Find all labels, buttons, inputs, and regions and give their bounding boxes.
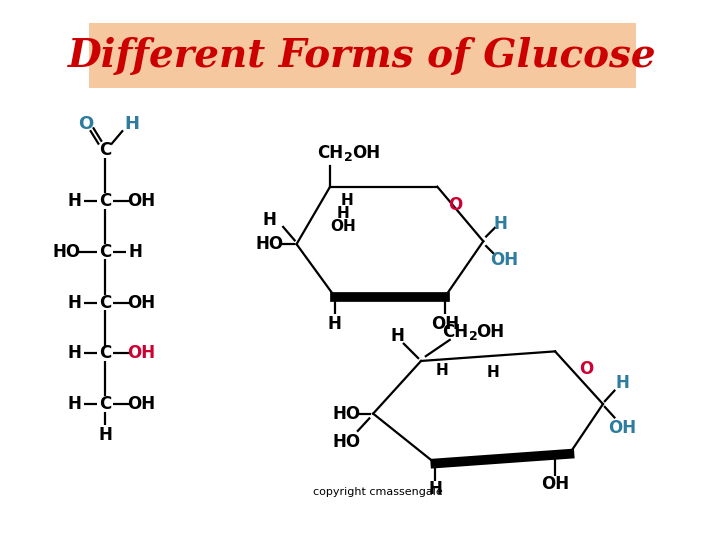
Text: OH: OH [127,192,156,210]
Text: H: H [494,215,508,233]
Text: HO: HO [256,235,284,253]
Text: OH: OH [127,345,156,362]
Text: HO: HO [53,243,81,261]
Text: OH: OH [608,419,636,437]
Text: H: H [615,374,629,392]
Text: copyright cmassengale: copyright cmassengale [313,487,443,497]
Text: C: C [99,395,111,413]
Text: HO: HO [333,433,361,451]
Text: C: C [99,243,111,261]
Text: OH: OH [330,219,356,234]
Text: H: H [390,327,404,345]
Text: C: C [99,192,111,210]
FancyBboxPatch shape [89,23,636,88]
Text: O: O [580,360,594,377]
Text: H: H [68,294,81,312]
Text: H: H [68,395,81,413]
Text: O: O [78,114,94,132]
Text: H: H [68,345,81,362]
Text: H: H [263,211,276,229]
Text: 2: 2 [344,151,354,164]
Text: OH: OH [477,323,505,341]
Text: CH: CH [442,323,468,341]
Text: H: H [328,315,342,333]
Text: H: H [129,243,143,261]
Text: HO: HO [333,404,361,423]
Text: OH: OH [431,315,459,333]
Text: C: C [99,141,111,159]
Text: C: C [99,345,111,362]
Text: H: H [341,193,354,207]
Text: H: H [428,480,442,498]
Text: H: H [125,114,140,132]
Text: O: O [449,196,463,214]
Text: H: H [337,206,350,221]
Text: OH: OH [127,294,156,312]
Text: H: H [436,363,449,378]
Text: C: C [99,294,111,312]
Text: H: H [487,365,499,380]
Text: CH: CH [318,144,343,162]
Text: OH: OH [541,476,569,494]
Text: OH: OH [490,252,518,269]
Text: Different Forms of Glucose: Different Forms of Glucose [68,37,657,75]
Text: 2: 2 [469,329,477,342]
Text: H: H [68,192,81,210]
Text: OH: OH [127,395,156,413]
Text: H: H [98,426,112,444]
Text: OH: OH [352,144,380,162]
